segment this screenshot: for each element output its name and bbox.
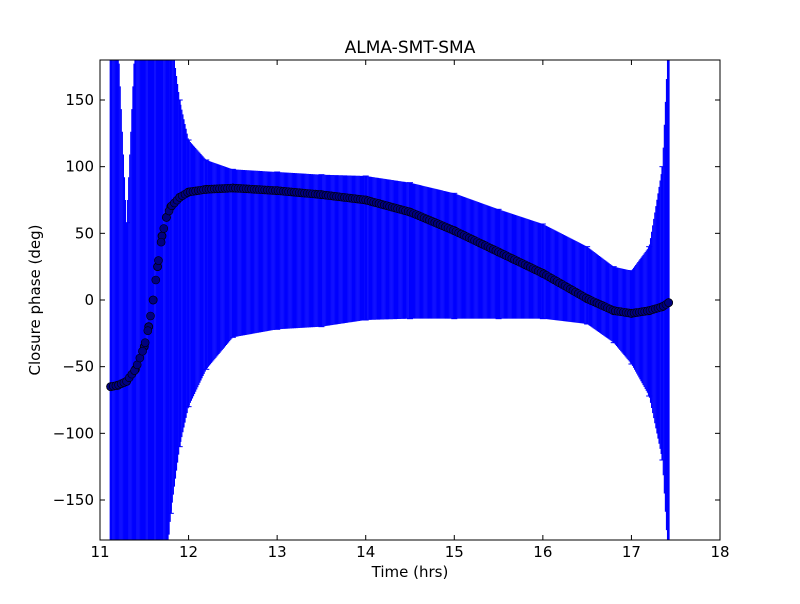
y-axis-label: Closure phase (deg) [26,225,44,376]
y-tick-label: 100 [65,158,94,176]
x-tick-label: 17 [622,543,641,561]
y-tick-label: 150 [65,91,94,109]
data-point-fill [146,311,155,321]
x-tick-label: 13 [268,543,287,561]
data-point-fill [156,237,166,247]
x-tick-label: 15 [445,543,464,561]
data-point-fill [138,346,147,356]
y-tick-label: 50 [75,224,94,242]
x-tick-label: 14 [356,543,375,561]
data-point-fill [148,295,158,305]
y-tick-label: −150 [53,491,94,509]
x-tick-label: 12 [179,543,198,561]
data-point-fill [151,275,161,285]
data-point-fill [664,298,673,307]
y-tick-label: −100 [53,424,94,442]
y-axis: −150 −100 −50 0 50 100 150 [53,91,720,509]
data-point-fill [154,256,163,265]
marker-layer [106,183,674,392]
data-point-fill [159,224,169,233]
x-tick-label: 18 [710,543,729,561]
x-tick-label: 11 [90,543,109,561]
y-tick-label: −50 [62,358,94,376]
errorbar-layer [109,60,670,540]
data-point-fill [143,326,153,335]
y-tick-label: 0 [84,291,94,309]
chart-title: ALMA-SMT-SMA [345,38,476,58]
x-axis-label: Time (hrs) [371,563,449,581]
x-axis: 11 12 13 14 15 16 17 18 [90,60,730,561]
data-point-fill [140,338,150,347]
x-tick-label: 16 [533,543,552,561]
